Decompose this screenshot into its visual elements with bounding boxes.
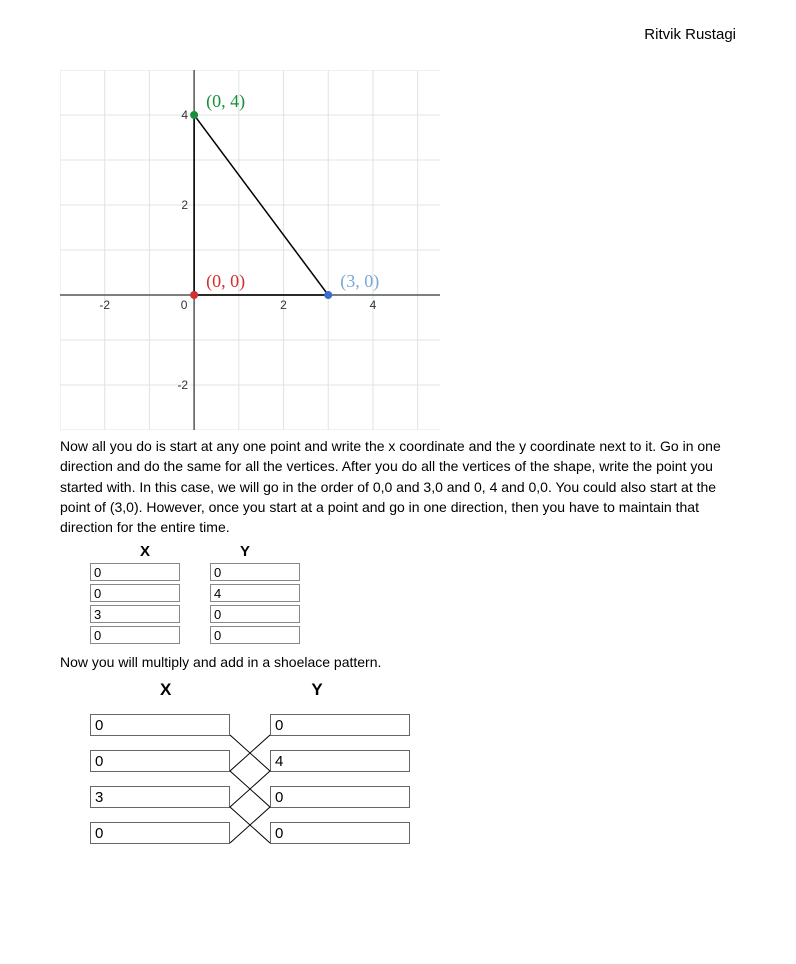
coordinates-table-small: X Y — [90, 543, 736, 644]
table1-cell-y[interactable] — [210, 605, 300, 623]
table2-cell-x[interactable] — [90, 714, 230, 736]
svg-text:(0, 4): (0, 4) — [206, 91, 245, 112]
table1-cell-y[interactable] — [210, 626, 300, 644]
table1-cell-x[interactable] — [90, 626, 180, 644]
table2-cell-x[interactable] — [90, 786, 230, 808]
table-row — [90, 563, 736, 581]
table2-header-x: X — [160, 680, 171, 700]
table2-cell-x[interactable] — [90, 822, 230, 844]
paragraph-2: Now you will multiply and add in a shoel… — [60, 654, 736, 670]
table1-cell-y[interactable] — [210, 584, 300, 602]
table2-cell-y[interactable] — [270, 714, 410, 736]
page: Ritvik Rustagi -2 0 2 4 -2 2 4 (0, 4) (0, 0) (3, … — [0, 0, 796, 964]
table1-header-x: X — [140, 543, 150, 560]
table-row — [90, 605, 736, 623]
table-row — [90, 822, 450, 844]
table-row — [90, 626, 736, 644]
table-row — [90, 714, 450, 736]
table1-cell-y[interactable] — [210, 563, 300, 581]
paragraph-1: Now all you do is start at any one point… — [60, 436, 736, 537]
table1-cell-x[interactable] — [90, 605, 180, 623]
table2-header-y: Y — [311, 680, 322, 700]
table-row — [90, 750, 450, 772]
svg-text:-2: -2 — [177, 378, 188, 392]
svg-text:4: 4 — [181, 108, 188, 122]
svg-text:-2: -2 — [99, 298, 110, 312]
author-name: Ritvik Rustagi — [644, 26, 736, 43]
coordinates-table-large: X Y — [90, 680, 450, 844]
table-row — [90, 786, 450, 808]
table2-cell-x[interactable] — [90, 750, 230, 772]
table2-cell-y[interactable] — [270, 750, 410, 772]
table2-cell-y[interactable] — [270, 822, 410, 844]
svg-text:(0, 0): (0, 0) — [206, 271, 245, 292]
table2-cell-y[interactable] — [270, 786, 410, 808]
table1-header-y: Y — [240, 543, 250, 560]
svg-text:0: 0 — [181, 298, 188, 312]
table1-cell-x[interactable] — [90, 563, 180, 581]
svg-text:2: 2 — [280, 298, 287, 312]
svg-text:2: 2 — [181, 198, 188, 212]
svg-text:4: 4 — [370, 298, 377, 312]
table1-cell-x[interactable] — [90, 584, 180, 602]
coordinate-chart: -2 0 2 4 -2 2 4 (0, 4) (0, 0) (3, 0) — [60, 70, 736, 430]
svg-text:(3, 0): (3, 0) — [340, 271, 379, 292]
table-row — [90, 584, 736, 602]
